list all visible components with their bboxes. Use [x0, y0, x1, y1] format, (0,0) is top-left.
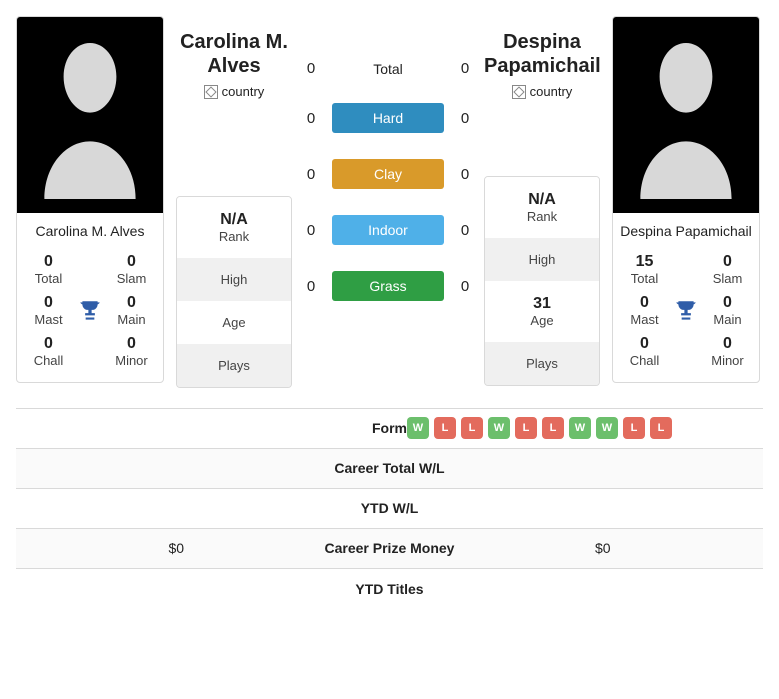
- row-prize-money: $0 Career Prize Money $0: [16, 529, 763, 569]
- player-right-info: N/ARank High 31Age Plays: [484, 176, 600, 386]
- form-chip: W: [596, 417, 618, 439]
- row-career-wl: Career Total W/L: [16, 449, 763, 489]
- player-right-name: Despina Papamichail: [613, 213, 759, 249]
- player-left-card: Carolina M. Alves 0Total 0Slam 0Mast 0Ma…: [16, 16, 164, 383]
- player-right-titles: 15Total 0Slam 0Mast 0Main 0Chall 0Minor: [613, 249, 759, 382]
- trophy-icon: [74, 298, 106, 324]
- surface-row-total: 0 Total 0: [304, 60, 472, 77]
- row-form: Form WLLWLLWWLL: [16, 409, 763, 449]
- country-flag-left: country: [204, 84, 265, 99]
- surface-row-grass: 0 Grass 0: [304, 271, 472, 301]
- form-chip: L: [650, 417, 672, 439]
- row-ytd-wl: YTD W/L: [16, 489, 763, 529]
- player-right-card: Despina Papamichail 15Total 0Slam 0Mast …: [612, 16, 760, 383]
- surface-row-indoor: 0 Indoor 0: [304, 215, 472, 245]
- player-left-info: N/ARank High Age Plays: [176, 196, 292, 388]
- form-chip: W: [569, 417, 591, 439]
- row-ytd-titles: YTD Titles: [16, 569, 763, 609]
- form-chips-right: WLLWLLWWLL: [407, 417, 672, 439]
- surface-row-hard: 0 Hard 0: [304, 103, 472, 133]
- player-left-photo: [17, 17, 163, 213]
- player-left-heading: Carolina M. Alves: [176, 30, 292, 78]
- country-flag-right: country: [512, 84, 573, 99]
- player-right-heading: Despina Papamichail: [484, 30, 600, 78]
- form-chip: L: [461, 417, 483, 439]
- form-chip: W: [488, 417, 510, 439]
- form-chip: L: [434, 417, 456, 439]
- form-chip: L: [542, 417, 564, 439]
- surface-row-clay: 0 Clay 0: [304, 159, 472, 189]
- trophy-icon: [670, 298, 702, 324]
- player-left-titles: 0Total 0Slam 0Mast 0Main 0Chall 0Minor: [17, 249, 163, 382]
- form-chip: L: [623, 417, 645, 439]
- form-chip: L: [515, 417, 537, 439]
- head-to-head-surfaces: 0 Total 0 0 Hard 0 0 Clay 0 0 Indoor 0 0: [304, 16, 472, 327]
- comparison-rows: Form WLLWLLWWLL Career Total W/L YTD W/L…: [16, 408, 763, 609]
- player-right-photo: [613, 17, 759, 213]
- form-chip: W: [407, 417, 429, 439]
- player-left-name: Carolina M. Alves: [17, 213, 163, 249]
